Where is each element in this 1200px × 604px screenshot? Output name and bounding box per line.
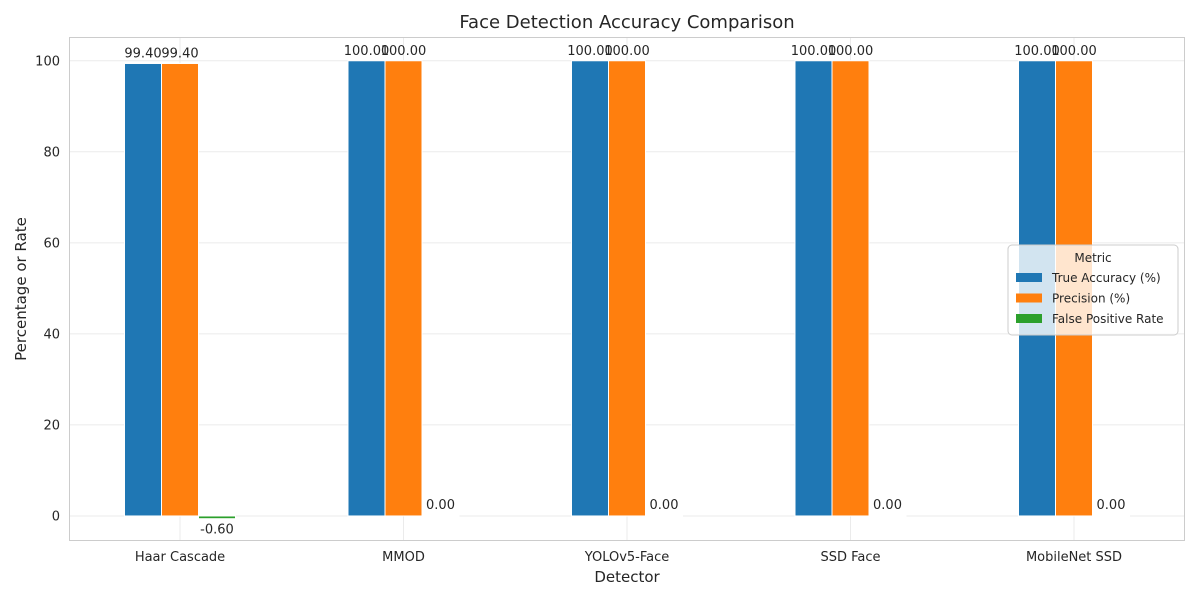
bar-value-label: 0.00 (426, 498, 455, 513)
bar-value-label: 100.00 (1014, 44, 1060, 59)
x-tick-label: YOLOv5-Face (584, 550, 670, 565)
bar (831, 60, 870, 517)
y-tick-label: 60 (43, 236, 60, 251)
bar (645, 515, 683, 518)
bar-value-label: 100.00 (828, 44, 874, 59)
y-tick-label: 0 (52, 509, 60, 524)
bar (421, 515, 460, 518)
bar (794, 60, 833, 517)
x-tick-label: MMOD (382, 550, 425, 565)
bar-value-label: 100.00 (567, 44, 613, 59)
bar-value-label: 0.00 (650, 498, 679, 513)
bar (571, 60, 609, 517)
bar-value-label: -0.60 (200, 523, 234, 538)
bar-value-label: 100.00 (604, 44, 650, 59)
y-ticks: 0 20 40 60 80 100 (35, 54, 60, 524)
bar-value-label: 100.00 (791, 44, 837, 59)
bar (608, 60, 646, 517)
y-tick-label: 80 (43, 145, 60, 160)
bar (347, 60, 386, 517)
legend-label: True Accuracy (%) (1051, 271, 1161, 285)
legend-title: Metric (1074, 251, 1111, 265)
x-tick-label: SSD Face (820, 550, 880, 565)
bar (1092, 515, 1130, 518)
x-ticks: Haar Cascade MMOD YOLOv5-Face SSD Face Mobil… (135, 550, 1122, 565)
bar-value-label: 0.00 (873, 498, 902, 513)
bar-value-label: 99.40 (161, 46, 198, 61)
chart-title: Face Detection Accuracy Comparison (459, 12, 794, 33)
legend-box (1007, 244, 1179, 336)
legend-entries: True Accuracy (%) Precision (%) False Posi… (1016, 271, 1164, 326)
bar-value-label: 99.40 (124, 46, 161, 61)
legend: Metric True Accuracy (%) Precision (%) Fal… (1007, 244, 1179, 336)
bars-layer (124, 60, 1130, 520)
legend-swatch (1016, 273, 1042, 282)
bar-value-label: 100.00 (344, 44, 390, 59)
bar-value-label: 0.00 (1097, 498, 1126, 513)
y-tick-label: 100 (35, 54, 60, 69)
bar (124, 62, 162, 517)
bar (384, 60, 423, 517)
legend-swatch (1016, 293, 1042, 303)
y-tick-label: 20 (43, 418, 60, 433)
x-axis-label: Detector (594, 568, 660, 586)
bar (868, 515, 907, 518)
legend-swatch (1016, 314, 1042, 323)
axes-frame (69, 37, 1185, 541)
bar-value-label: 100.00 (381, 44, 427, 59)
x-tick-label: MobileNet SSD (1026, 550, 1122, 565)
legend-label: Precision (%) (1052, 292, 1130, 306)
y-tick-label: 40 (43, 327, 60, 342)
bar (161, 62, 199, 517)
bar-value-label: 100.00 (1051, 44, 1097, 59)
y-axis-label: Percentage or Rate (12, 217, 30, 361)
x-tick-label: Haar Cascade (135, 550, 225, 565)
legend-label: False Positive Rate (1052, 312, 1164, 326)
bar (198, 515, 236, 520)
